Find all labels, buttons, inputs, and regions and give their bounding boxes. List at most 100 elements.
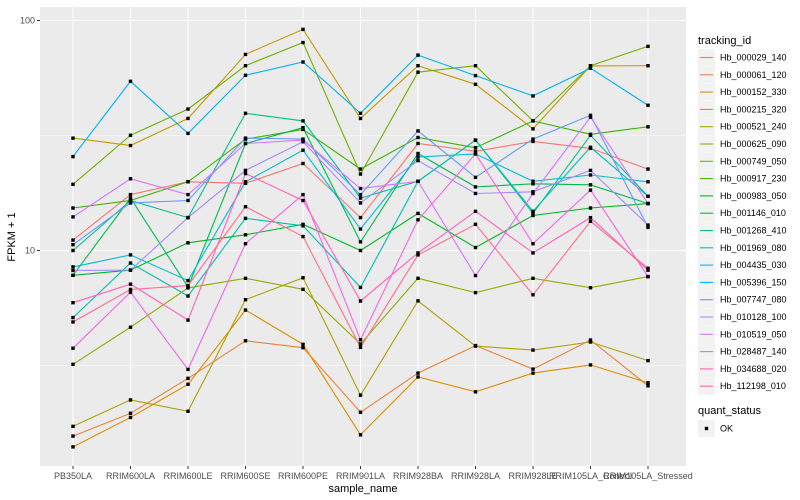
data-point — [301, 40, 305, 45]
data-point — [646, 266, 650, 270]
data-point — [186, 180, 190, 184]
legend-label: Hb_000061_120 — [720, 70, 787, 80]
data-point — [531, 242, 535, 246]
data-point — [416, 251, 420, 255]
data-point — [243, 171, 248, 176]
data-point — [473, 73, 478, 78]
data-point — [71, 248, 75, 253]
series-points — [71, 138, 650, 320]
x-tick-label: PB350LA — [54, 471, 92, 481]
data-point — [301, 234, 305, 239]
data-point — [128, 196, 133, 200]
x-tick-label: RRIM600PE — [278, 471, 328, 481]
data-point — [531, 119, 535, 123]
data-point — [128, 411, 133, 415]
data-point — [588, 215, 593, 220]
data-point — [358, 345, 363, 350]
data-point — [416, 129, 420, 133]
legend-label: Hb_001146_010 — [720, 208, 786, 218]
data-point — [358, 167, 363, 171]
data-point — [416, 299, 420, 303]
data-point — [186, 192, 190, 197]
data-point — [646, 201, 650, 206]
data-point — [473, 344, 478, 348]
data-point — [358, 410, 363, 414]
data-point — [416, 155, 420, 159]
data-point — [646, 180, 650, 184]
data-point — [243, 141, 248, 146]
data-point — [128, 177, 133, 181]
data-point — [71, 273, 75, 278]
data-point — [71, 346, 75, 350]
data-point — [358, 116, 363, 121]
data-point — [186, 294, 190, 298]
data-point — [416, 64, 420, 68]
data-point — [128, 192, 133, 197]
legend-label: Hb_005396_150 — [720, 277, 787, 287]
data-point — [416, 218, 420, 222]
data-point — [646, 358, 650, 363]
series-points — [71, 205, 650, 350]
data-point — [473, 185, 478, 189]
data-point — [473, 290, 478, 295]
legend-color-items: Hb_000029_140 Hb_000061_120 Hb_000152_330 H… — [698, 49, 787, 395]
data-point — [128, 325, 133, 329]
legend-label: Hb_001969_080 — [720, 243, 787, 253]
data-point — [588, 183, 593, 187]
data-point — [588, 64, 593, 68]
data-point — [128, 287, 133, 292]
data-point — [588, 145, 593, 149]
legend-label: Hb_034688_020 — [720, 364, 787, 374]
data-point — [71, 362, 75, 367]
data-point — [358, 201, 363, 205]
data-point — [301, 119, 305, 123]
data-point — [588, 66, 593, 70]
data-point — [416, 141, 420, 146]
x-tick-label: RRIM901LA — [336, 471, 385, 481]
data-point — [128, 198, 133, 203]
data-point — [473, 245, 478, 250]
data-point — [358, 393, 363, 397]
x-axis: PB350LA RRIM600LA RRIM600LE RRIM600SE RRIM60… — [54, 466, 693, 481]
data-point — [243, 298, 248, 302]
data-point — [416, 375, 420, 379]
data-point — [531, 209, 535, 214]
data-point — [531, 211, 535, 216]
data-point — [301, 138, 305, 142]
data-point — [531, 139, 535, 144]
panel-background — [40, 7, 686, 466]
series-points — [71, 171, 650, 322]
data-point — [531, 276, 535, 281]
data-point — [531, 127, 535, 131]
data-point — [588, 219, 593, 223]
data-point — [531, 251, 535, 255]
data-point — [71, 320, 75, 324]
data-point — [186, 116, 190, 121]
data-point — [186, 318, 190, 322]
legend-label: Hb_001268_410 — [720, 226, 787, 236]
data-point — [243, 276, 248, 281]
x-tick-label: RRIM600LE — [163, 471, 212, 481]
data-point — [128, 133, 133, 137]
legend: tracking_id Hb_000029_140Hb_000061_120Hb… — [698, 35, 787, 437]
data-point — [531, 293, 535, 297]
data-point — [416, 70, 420, 74]
data-point — [588, 340, 593, 344]
data-point — [531, 94, 535, 98]
series-points — [71, 276, 650, 429]
data-point — [128, 268, 133, 272]
data-point — [71, 300, 75, 305]
data-point — [128, 398, 133, 402]
x-tick-label: RRIM928LE — [508, 471, 557, 481]
x-tick-label: RRIM600LA — [106, 471, 155, 481]
data-point — [71, 315, 75, 320]
data-point — [358, 248, 363, 253]
legend-label: Hb_000983_050 — [720, 191, 787, 201]
data-point — [301, 345, 305, 350]
y-tick-label: 10 — [25, 246, 35, 256]
data-point — [646, 268, 650, 272]
data-point — [358, 196, 363, 200]
data-point — [588, 168, 593, 173]
data-point — [473, 145, 478, 150]
y-axis: 10 100 — [20, 16, 40, 256]
